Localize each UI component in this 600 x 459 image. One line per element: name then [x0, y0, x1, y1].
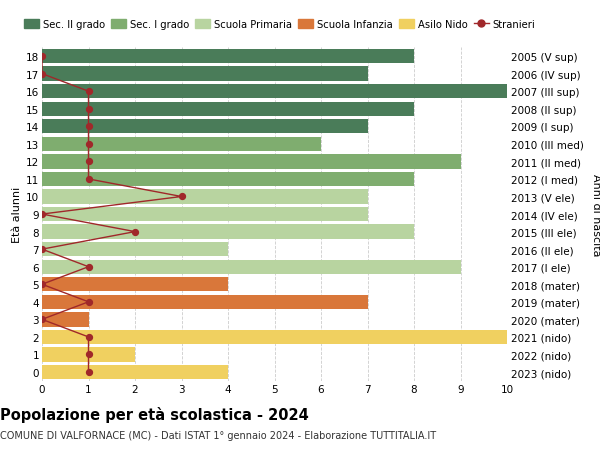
Bar — [42, 277, 228, 292]
Point — [84, 176, 94, 183]
Text: Popolazione per età scolastica - 2024: Popolazione per età scolastica - 2024 — [0, 406, 309, 422]
Bar — [42, 207, 367, 222]
Point — [84, 298, 94, 306]
Bar — [42, 173, 414, 187]
Bar — [42, 85, 507, 99]
Bar — [42, 313, 89, 327]
Point — [84, 88, 94, 95]
Bar — [42, 102, 414, 117]
Point — [84, 334, 94, 341]
Bar — [42, 67, 367, 82]
Point — [84, 158, 94, 166]
Point — [84, 369, 94, 376]
Point — [37, 316, 47, 323]
Point — [37, 53, 47, 61]
Bar — [42, 365, 228, 380]
Point — [84, 263, 94, 271]
Point — [37, 281, 47, 288]
Bar — [42, 260, 461, 274]
Bar — [42, 155, 461, 169]
Point — [84, 351, 94, 358]
Bar — [42, 242, 228, 257]
Y-axis label: Anni di nascita: Anni di nascita — [591, 174, 600, 256]
Legend: Sec. II grado, Sec. I grado, Scuola Primaria, Scuola Infanzia, Asilo Nido, Stran: Sec. II grado, Sec. I grado, Scuola Prim… — [24, 20, 535, 30]
Bar — [42, 225, 414, 239]
Point — [84, 123, 94, 131]
Point — [37, 211, 47, 218]
Bar — [42, 347, 135, 362]
Point — [84, 106, 94, 113]
Bar — [42, 50, 414, 64]
Point — [130, 229, 140, 236]
Bar — [42, 330, 507, 344]
Bar — [42, 190, 367, 204]
Point — [177, 193, 187, 201]
Text: COMUNE DI VALFORNACE (MC) - Dati ISTAT 1° gennaio 2024 - Elaborazione TUTTITALIA: COMUNE DI VALFORNACE (MC) - Dati ISTAT 1… — [0, 431, 436, 441]
Point — [84, 141, 94, 148]
Bar — [42, 137, 321, 152]
Bar — [42, 120, 367, 134]
Point — [37, 246, 47, 253]
Point — [37, 71, 47, 78]
Y-axis label: Età alunni: Età alunni — [12, 186, 22, 243]
Bar — [42, 295, 367, 309]
